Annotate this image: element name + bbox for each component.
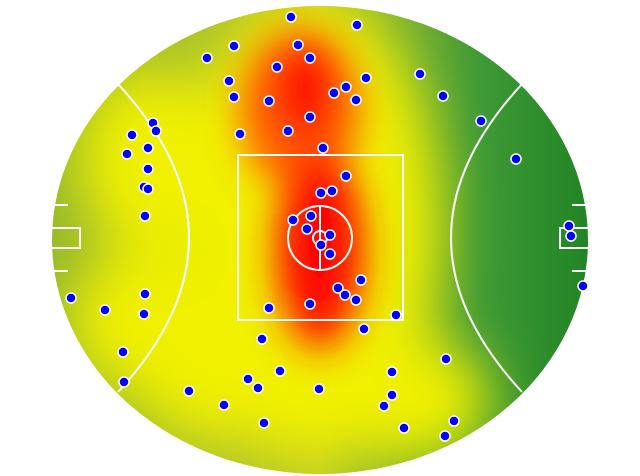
point	[99, 304, 111, 316]
point	[263, 302, 275, 314]
point	[332, 282, 344, 294]
point	[234, 128, 246, 140]
point	[386, 389, 398, 401]
point	[150, 125, 162, 137]
point	[350, 294, 362, 306]
point	[287, 214, 299, 226]
point	[142, 183, 154, 195]
point	[324, 229, 336, 241]
point	[360, 72, 372, 84]
point	[340, 81, 352, 93]
point	[305, 210, 317, 222]
point	[183, 385, 195, 397]
point	[510, 153, 522, 165]
point	[340, 170, 352, 182]
point	[565, 230, 577, 242]
point	[117, 346, 129, 358]
point	[304, 111, 316, 123]
point	[563, 220, 575, 232]
point	[139, 210, 151, 222]
point	[328, 87, 340, 99]
point	[285, 11, 297, 23]
point	[339, 289, 351, 301]
point	[256, 333, 268, 345]
point	[315, 239, 327, 251]
point	[228, 91, 240, 103]
point	[437, 90, 449, 102]
point	[263, 95, 275, 107]
point	[271, 61, 283, 73]
point	[358, 323, 370, 335]
point	[350, 94, 362, 106]
point	[324, 248, 336, 260]
point	[252, 382, 264, 394]
point	[201, 52, 213, 64]
point	[118, 376, 130, 388]
point	[282, 125, 294, 137]
point	[577, 280, 589, 292]
point	[218, 399, 230, 411]
point	[475, 115, 487, 127]
point	[390, 309, 402, 321]
point	[355, 274, 367, 286]
point	[304, 52, 316, 64]
point	[386, 366, 398, 378]
point	[317, 142, 329, 154]
point	[440, 353, 452, 365]
point	[304, 298, 316, 310]
point	[121, 148, 133, 160]
point	[142, 163, 154, 175]
point	[315, 187, 327, 199]
point	[439, 430, 451, 442]
point	[448, 415, 460, 427]
point	[223, 75, 235, 87]
point	[398, 422, 410, 434]
point	[414, 68, 426, 80]
point	[138, 308, 150, 320]
points	[65, 11, 589, 442]
point	[301, 223, 313, 235]
point	[242, 373, 254, 385]
point	[313, 383, 325, 395]
point	[142, 142, 154, 154]
point	[378, 400, 390, 412]
point	[65, 292, 77, 304]
point	[326, 185, 338, 197]
point	[258, 417, 270, 429]
point	[274, 365, 286, 377]
point	[292, 39, 304, 51]
point	[126, 129, 138, 141]
point	[228, 40, 240, 52]
point	[139, 288, 151, 300]
point	[351, 19, 363, 31]
